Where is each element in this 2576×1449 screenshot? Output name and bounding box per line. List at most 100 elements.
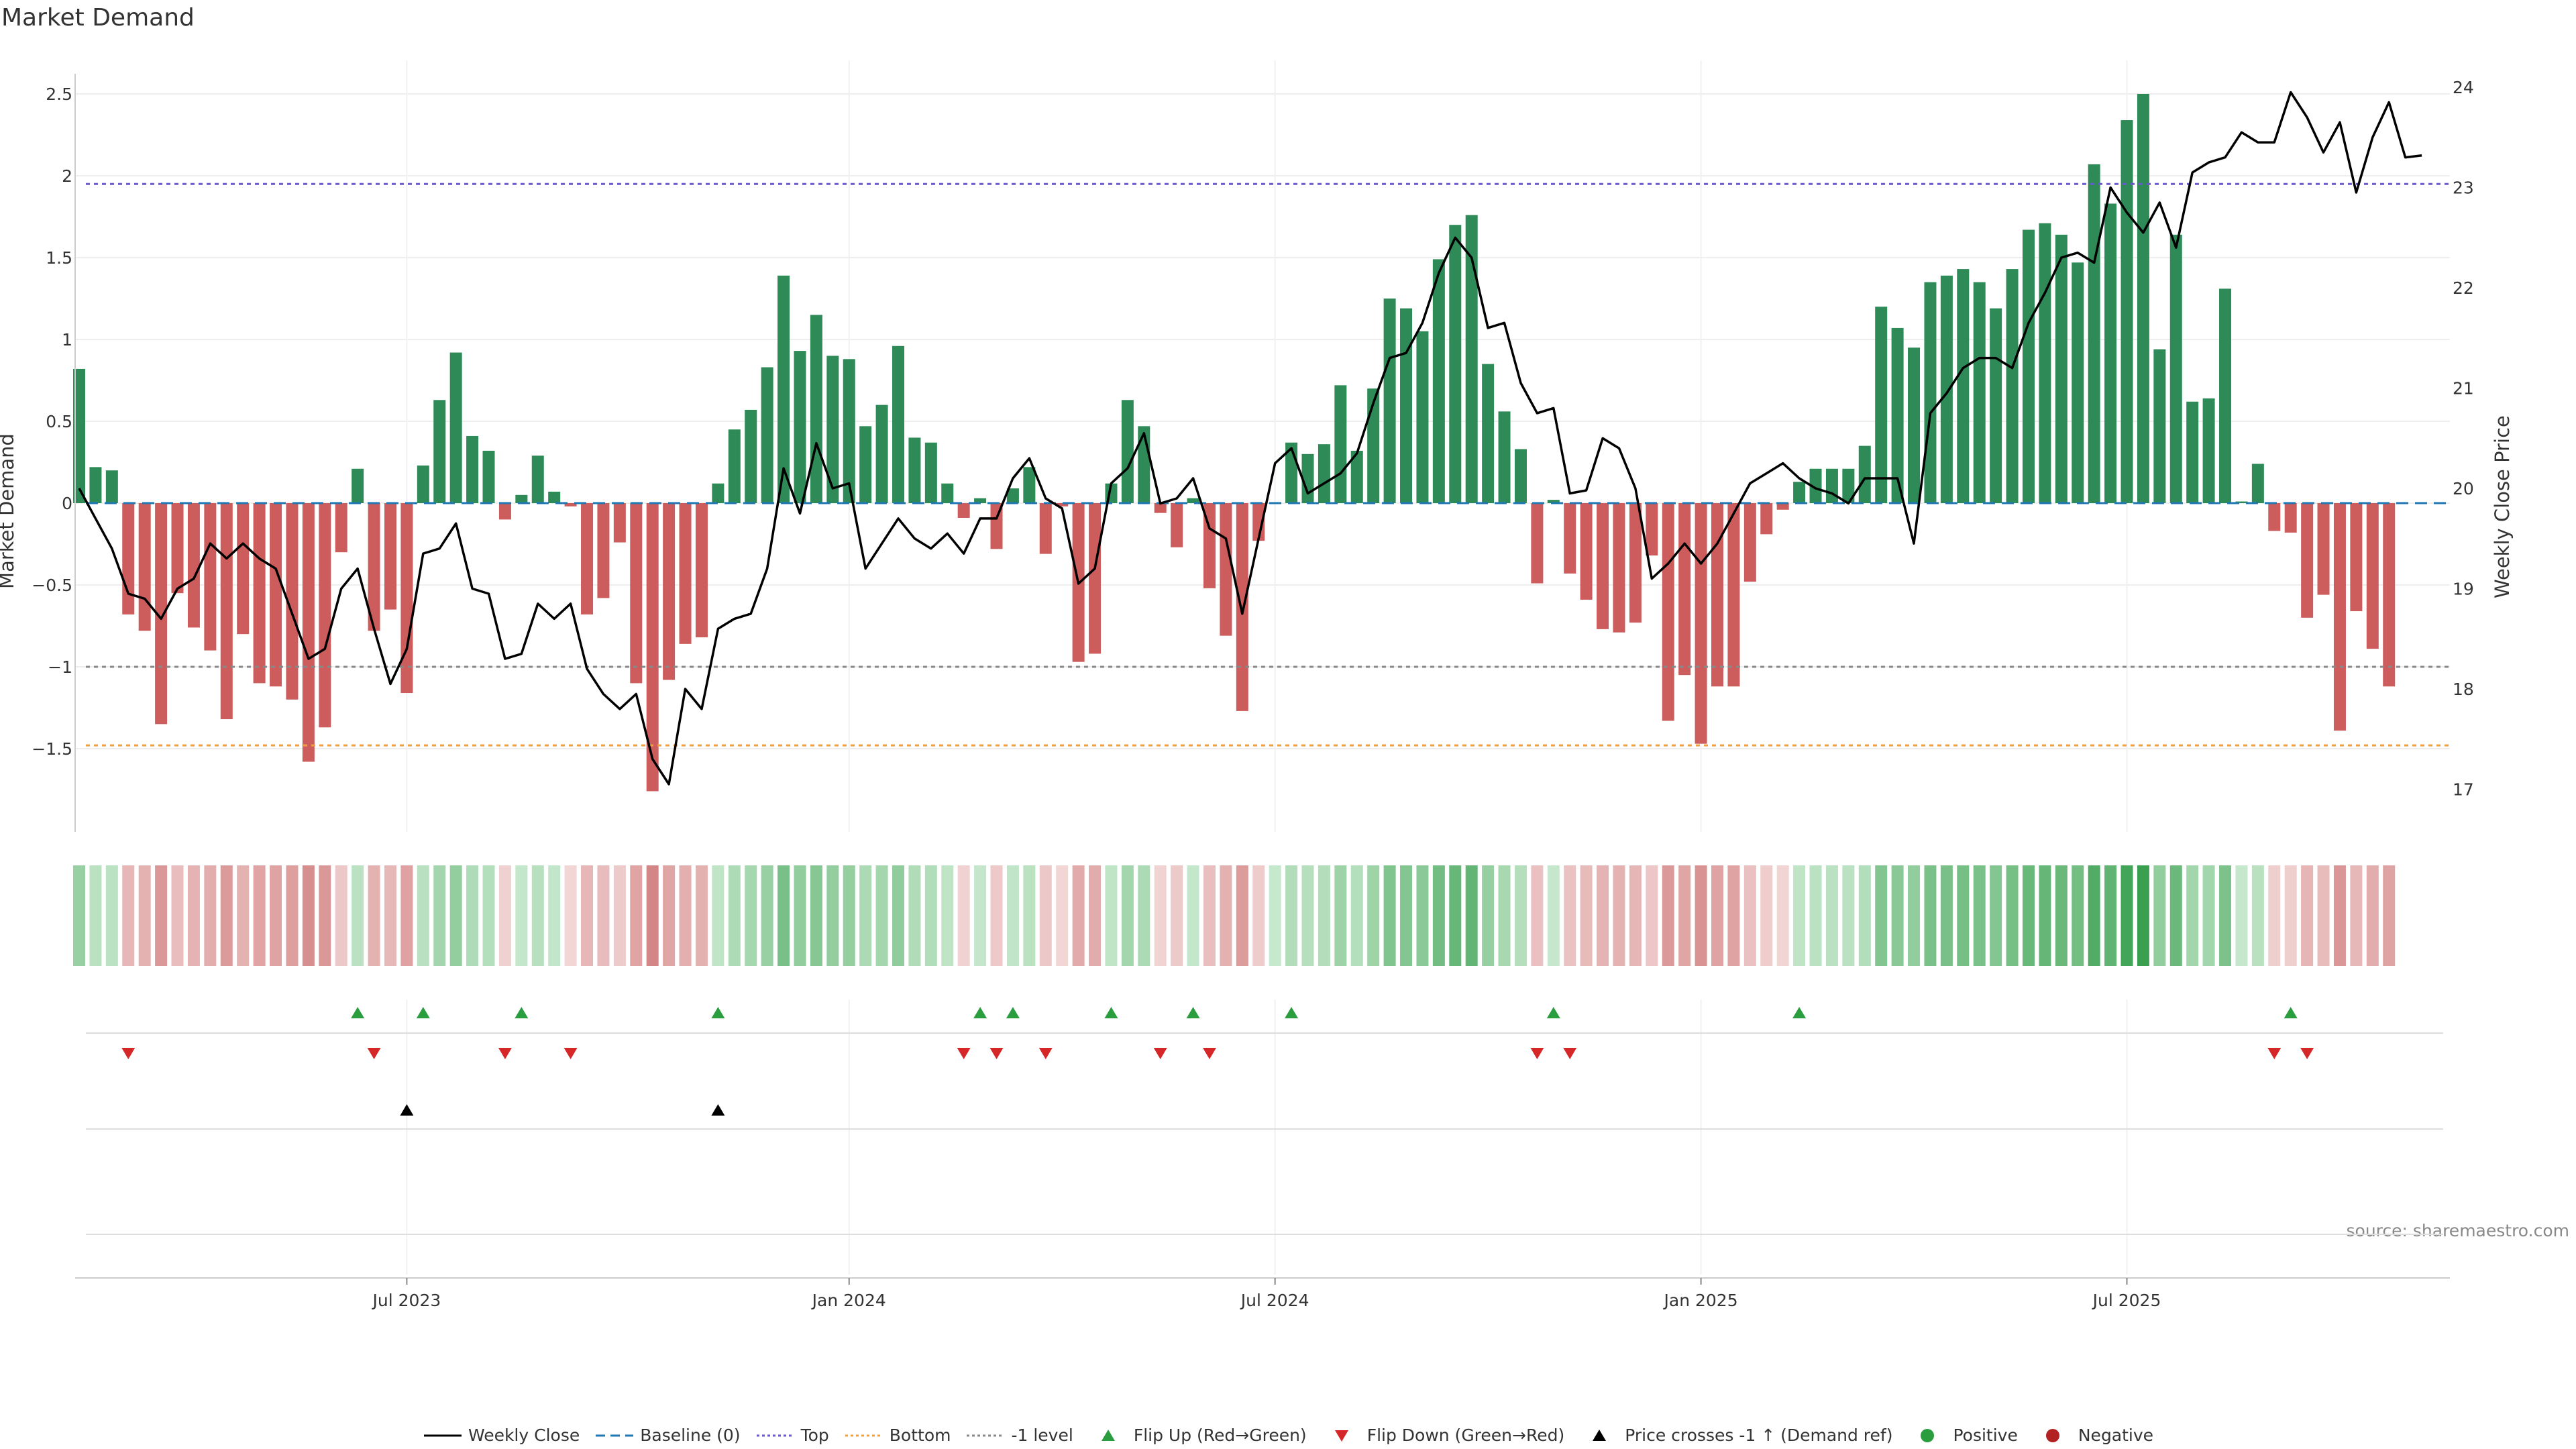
heat-cell: [400, 865, 413, 966]
demand-bar: [1318, 444, 1330, 503]
heat-cell: [1220, 865, 1232, 966]
heat-cell: [2121, 865, 2133, 966]
heat-cell: [531, 865, 544, 966]
demand-bar: [335, 503, 347, 553]
legend-label: Positive: [1953, 1426, 2018, 1445]
demand-bar: [417, 465, 429, 503]
demand-bar: [663, 503, 676, 680]
demand-bar: [957, 503, 970, 518]
heat-cell: [1695, 865, 1707, 966]
demand-bar: [253, 503, 266, 684]
x-tick-label: Jul 2024: [1240, 1291, 1309, 1310]
y2-tick-label: 24: [2453, 78, 2474, 97]
legend-circle: [2045, 1428, 2059, 1442]
legend-item: Positive: [1907, 1426, 2018, 1445]
demand-bar: [1875, 307, 1888, 503]
flip-up-marker: [351, 1007, 365, 1018]
heat-cell: [597, 865, 610, 966]
demand-bar: [1957, 269, 1970, 503]
demand-bar: [1743, 503, 1756, 582]
demand-bar: [2383, 503, 2396, 687]
y2-tick-label: 18: [2453, 680, 2474, 699]
heat-cell: [892, 865, 904, 966]
heat-cell: [1743, 865, 1756, 966]
legend-swatch: [1593, 1429, 1607, 1441]
heat-cell: [2202, 865, 2215, 966]
demand-bar: [1776, 503, 1789, 510]
legend-label: Negative: [2078, 1426, 2154, 1445]
heat-cell: [1039, 865, 1052, 966]
demand-bar: [187, 503, 200, 628]
heat-cell: [1825, 865, 1838, 966]
demand-bar: [1990, 308, 2002, 503]
heat-cell: [843, 865, 855, 966]
heat-cell: [466, 865, 479, 966]
demand-bar: [1400, 308, 1413, 503]
demand-bar: [2104, 203, 2117, 503]
y-tick-label: 2.5: [46, 85, 72, 104]
heat-cell: [1465, 865, 1478, 966]
heat-cell: [1514, 865, 1527, 966]
demand-bar: [1825, 468, 1838, 503]
heat-cell: [1416, 865, 1429, 966]
heat-cell: [1580, 865, 1593, 966]
legend-item: -1 level: [965, 1426, 1073, 1445]
heat-cell: [220, 865, 233, 966]
demand-bar: [843, 359, 855, 503]
demand-bar: [2055, 234, 2068, 503]
flip-up-marker: [2284, 1007, 2298, 1018]
heat-cell: [745, 865, 757, 966]
demand-bar: [613, 503, 626, 543]
demand-bar: [581, 503, 594, 614]
chart-title: Market Demand: [1, 4, 195, 32]
demand-bar: [319, 503, 331, 728]
heat-cell: [1301, 865, 1314, 966]
price-line-group: [78, 91, 2422, 786]
demand-bar: [384, 503, 396, 610]
demand-bar: [2022, 229, 2035, 503]
demand-bar: [924, 442, 937, 503]
demand-bar: [1793, 482, 1806, 503]
heat-cell: [1350, 865, 1363, 966]
heat-cell: [2284, 865, 2297, 966]
heat-cell: [1875, 865, 1888, 966]
y-tick-label: 0.5: [46, 412, 72, 431]
demand-bar: [155, 503, 168, 724]
demand-bar: [1908, 347, 1921, 503]
demand-bar: [1531, 503, 1544, 584]
demand-bar: [564, 503, 577, 506]
heat-cell: [105, 865, 118, 966]
demand-bar: [1514, 449, 1527, 503]
legend-swatch: [2045, 1428, 2059, 1442]
demand-bar: [1171, 503, 1183, 547]
y2-tick-label: 17: [2453, 780, 2474, 800]
flip-down-marker: [367, 1048, 381, 1059]
heat-cell: [1383, 865, 1396, 966]
demand-bar: [1940, 275, 1953, 503]
heat-cell: [1334, 865, 1347, 966]
heat-cell: [2022, 865, 2035, 966]
demand-bar: [1662, 503, 1674, 721]
legend-swatch: [756, 1434, 794, 1436]
heat-cell: [1727, 865, 1740, 966]
legend-label: Weekly Close: [468, 1426, 580, 1445]
demand-bar: [105, 470, 118, 503]
heat-cell: [2317, 865, 2330, 966]
legend-swatch: [1921, 1428, 1935, 1442]
heat-cell: [2366, 865, 2379, 966]
demand-bar: [1973, 282, 1986, 503]
heat-cell: [1597, 865, 1609, 966]
heat-cell: [2350, 865, 2363, 966]
heat-cell: [1957, 865, 1970, 966]
heat-cell: [679, 865, 692, 966]
heat-cell: [1924, 865, 1937, 966]
y2-tick-label: 23: [2453, 178, 2474, 198]
legend-label: Price crosses -1 ↑ (Demand ref): [1625, 1426, 1893, 1445]
demand-bar: [1121, 400, 1134, 503]
heat-cell: [548, 865, 561, 966]
x-tick-label: Jul 2025: [2092, 1291, 2161, 1310]
heat-cell: [2055, 865, 2068, 966]
heat-cell: [908, 865, 921, 966]
demand-bar: [2235, 501, 2248, 503]
heat-cell: [990, 865, 1003, 966]
